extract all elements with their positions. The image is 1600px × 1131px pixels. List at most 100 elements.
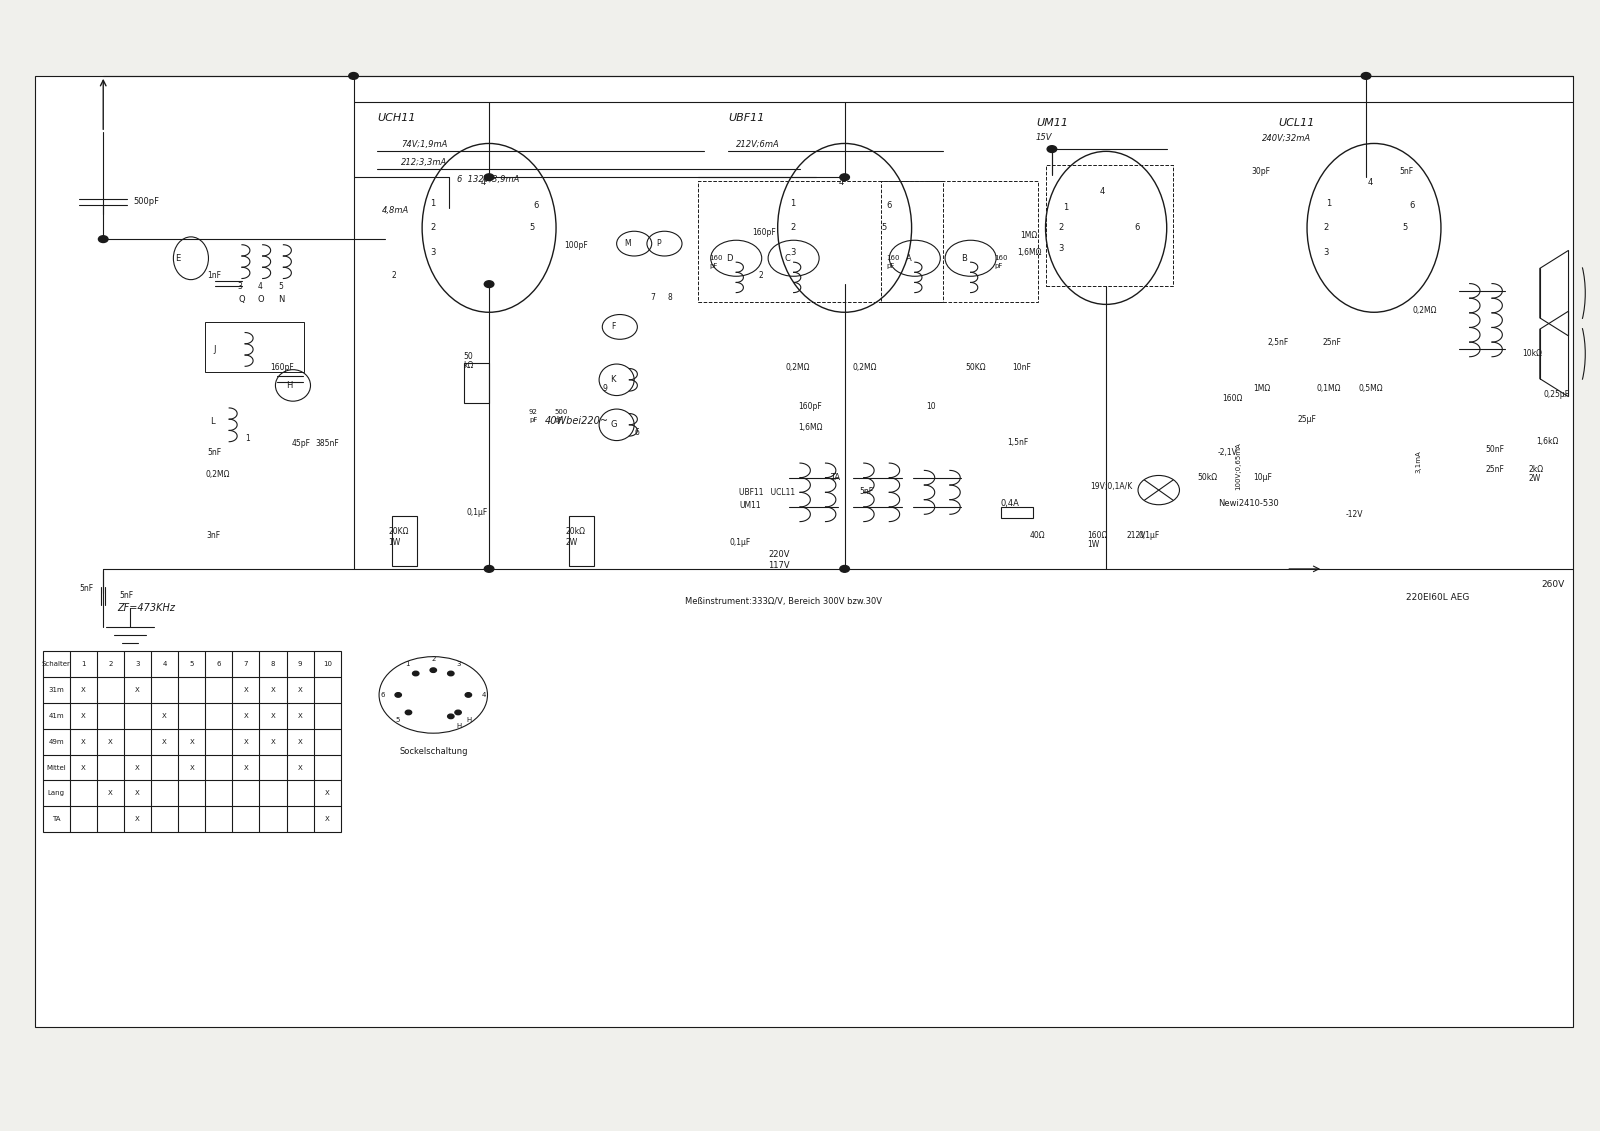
Text: 31m: 31m [48,687,64,693]
Text: X: X [298,765,302,770]
Text: 0,1μF: 0,1μF [1138,530,1160,539]
Text: X: X [82,739,86,744]
Text: 5: 5 [882,223,886,232]
Text: 220V: 220V [768,550,790,559]
Text: 2: 2 [392,270,397,279]
Text: X: X [82,765,86,770]
Text: X: X [243,687,248,693]
Text: 160Ω: 160Ω [1222,395,1243,404]
Bar [1002,507,1032,518]
Text: 117V: 117V [768,561,790,570]
Text: 6: 6 [381,692,384,698]
Text: 1,6kΩ: 1,6kΩ [1536,438,1558,447]
Circle shape [395,692,402,697]
Text: 3: 3 [430,248,435,257]
Text: Newi2410-530: Newi2410-530 [1218,499,1278,508]
Text: X: X [82,713,86,718]
Text: 50kΩ: 50kΩ [1197,473,1218,482]
Text: -12V: -12V [1346,510,1363,519]
Bar [882,181,1037,302]
Bar [1045,165,1173,286]
Text: 4: 4 [1368,179,1373,188]
Text: 74V;1,9mA: 74V;1,9mA [402,140,448,149]
Text: 5: 5 [1403,223,1408,232]
Text: X: X [243,739,248,744]
Text: 1: 1 [430,199,435,208]
Text: 212;3,3mA: 212;3,3mA [402,158,448,167]
Circle shape [485,174,494,181]
Text: 25nF: 25nF [1486,465,1504,474]
Text: 6: 6 [1410,201,1414,210]
Text: 8: 8 [667,293,672,302]
Text: L: L [210,417,214,426]
Text: 500pF: 500pF [133,198,160,207]
Text: 5nF: 5nF [206,449,221,457]
Text: Sockelschaltung: Sockelschaltung [398,746,467,756]
Circle shape [1362,72,1371,79]
Circle shape [379,657,488,733]
Text: 0,1MΩ: 0,1MΩ [1317,385,1341,394]
Text: X: X [270,713,275,718]
Text: X: X [109,739,112,744]
Text: ZF=473KHz: ZF=473KHz [117,603,176,613]
Text: 3: 3 [1323,248,1328,257]
Text: X: X [298,687,302,693]
Text: 2: 2 [430,223,435,232]
Text: 45pF: 45pF [291,440,310,449]
Text: 10: 10 [323,661,331,667]
Text: 0,2MΩ: 0,2MΩ [786,363,810,372]
Text: N: N [278,295,285,304]
Text: 2W: 2W [566,538,578,547]
Bar [205,322,304,372]
Text: A: A [906,253,912,262]
Text: P: P [656,239,661,248]
Text: X: X [325,817,330,822]
Text: 20kΩ: 20kΩ [566,527,586,536]
Text: 0,1μF: 0,1μF [467,508,488,517]
Text: UCL11: UCL11 [1278,119,1315,128]
Text: X: X [134,791,139,796]
Text: 2: 2 [430,656,435,662]
Text: K: K [610,375,616,385]
Text: X: X [270,687,275,693]
Text: 10μF: 10μF [1253,473,1272,482]
Text: 2: 2 [790,223,795,232]
Text: D: D [726,253,733,262]
Text: 240V;32mA: 240V;32mA [1262,133,1312,143]
Text: 3nF: 3nF [206,530,221,539]
Text: UM11: UM11 [1035,119,1067,128]
Text: 6: 6 [886,201,891,210]
Text: 160pF: 160pF [752,227,776,236]
Text: 1MΩ: 1MΩ [1253,385,1270,394]
Text: 0,2MΩ: 0,2MΩ [1413,305,1437,314]
Text: 5: 5 [530,223,534,232]
Text: 0,2MΩ: 0,2MΩ [205,469,230,478]
Text: 19V;0,1A/K: 19V;0,1A/K [1090,482,1133,491]
Text: M: M [624,239,630,248]
Circle shape [485,566,494,572]
Text: 5: 5 [395,717,400,724]
Text: 1W: 1W [1086,539,1099,549]
Circle shape [430,668,437,673]
Circle shape [840,174,850,181]
Text: X: X [189,739,194,744]
Text: 50: 50 [464,352,474,361]
Text: X: X [134,687,139,693]
Text: 40Ω: 40Ω [1030,530,1045,539]
Text: 160: 160 [886,256,899,261]
Text: 5: 5 [189,661,194,667]
Text: 7: 7 [650,293,654,302]
Text: X: X [162,713,166,718]
Text: X: X [298,739,302,744]
Text: 2: 2 [758,270,763,279]
Text: X: X [243,765,248,770]
Text: X: X [270,739,275,744]
Text: 5nF: 5nF [1400,167,1414,176]
Text: 385nF: 385nF [315,440,339,449]
Text: 1: 1 [245,434,250,443]
Bar [35,76,1573,1027]
Text: 212V;6mA: 212V;6mA [736,140,779,149]
Text: 25nF: 25nF [1323,338,1342,347]
Text: H: H [456,723,461,729]
Text: 2: 2 [1058,223,1064,232]
